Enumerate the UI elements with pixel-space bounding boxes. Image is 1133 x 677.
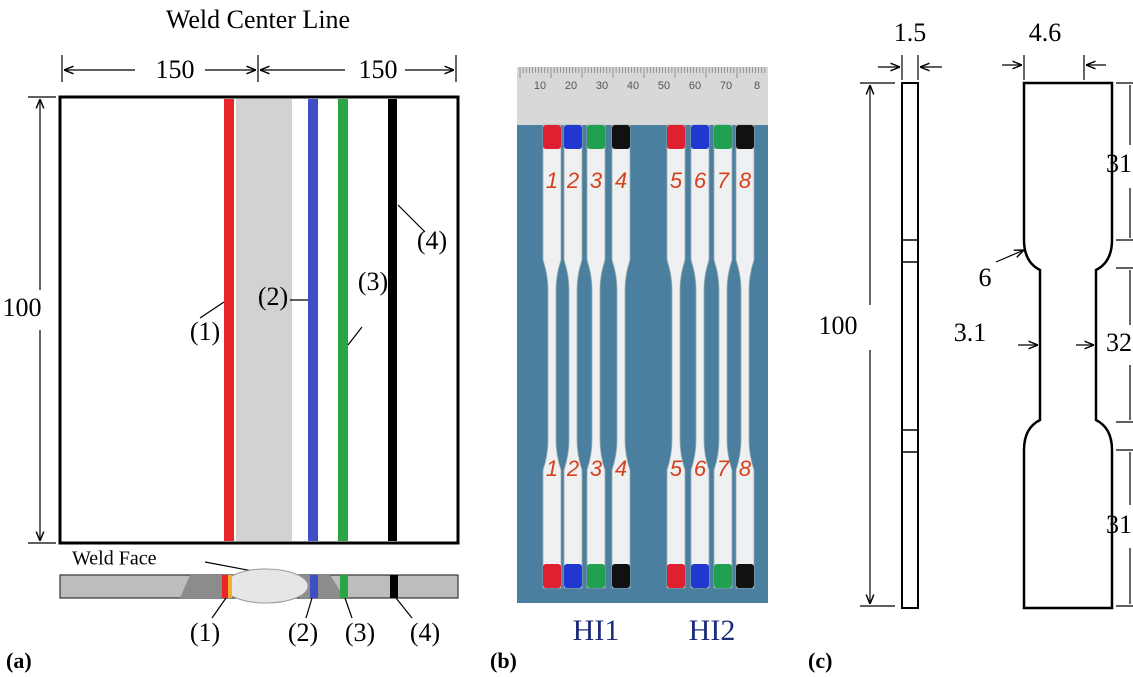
ruler-label: 10 <box>534 80 546 92</box>
caption: (b) <box>490 648 517 673</box>
leader <box>996 250 1024 262</box>
width-label: 4.6 <box>1029 18 1062 47</box>
ruler-label: 40 <box>627 80 639 92</box>
panel-c: 1.5 100 4.6 31 32 31 3.1 <box>808 18 1133 673</box>
specimen-label: 1 <box>546 456 558 481</box>
leader <box>345 598 352 618</box>
ruler-label: 60 <box>689 80 701 92</box>
height-label: 100 <box>3 293 42 322</box>
specimen-label: 2 <box>566 168 579 193</box>
mark-4 <box>390 575 398 598</box>
title: Weld Center Line <box>166 5 350 34</box>
weld-face-label: Weld Face <box>72 548 157 570</box>
specimen-cap <box>667 564 685 588</box>
group-label: HI2 <box>689 614 736 647</box>
mark-3 <box>340 575 348 598</box>
leader <box>212 598 226 618</box>
weld-nugget <box>224 569 308 603</box>
segment-label: 31 <box>1106 149 1132 178</box>
specimen-cap <box>587 564 605 588</box>
gauge-width-label: 3.1 <box>954 318 987 347</box>
line-4 <box>388 99 397 541</box>
line-label: (3) <box>358 267 388 296</box>
figure: Weld Center Line 150 150 100 (1) (2) (3)… <box>0 0 1133 677</box>
ruler-label: 8 <box>754 80 760 92</box>
length-label: 100 <box>819 311 858 340</box>
thickness-label: 1.5 <box>894 18 927 47</box>
ruler-label: 50 <box>658 80 670 92</box>
leader <box>396 598 412 618</box>
specimen-label: 8 <box>739 168 752 193</box>
line-2 <box>308 99 318 541</box>
specimen-cap <box>714 125 732 149</box>
specimen-label: 2 <box>566 456 579 481</box>
line-label: (1) <box>190 317 220 346</box>
specimen-cap <box>612 564 630 588</box>
specimen-cap <box>736 564 754 588</box>
side-view <box>902 83 918 608</box>
specimen-cap <box>564 125 582 149</box>
width-label: 150 <box>156 55 195 84</box>
ruler-label: 70 <box>720 80 732 92</box>
specimen-label: 4 <box>615 456 627 481</box>
weld-zone <box>236 99 292 541</box>
panel-a: Weld Center Line 150 150 100 (1) (2) (3)… <box>3 5 459 673</box>
radius-label: 6 <box>979 263 992 292</box>
section-label: (3) <box>345 618 375 647</box>
ruler <box>517 67 768 125</box>
width-label: 150 <box>359 55 398 84</box>
line-label: (4) <box>417 226 447 255</box>
segment-label: 31 <box>1106 510 1132 539</box>
ruler-label: 20 <box>565 80 577 92</box>
specimen-cap <box>691 564 709 588</box>
group-label: HI1 <box>573 614 620 647</box>
segment-label: 32 <box>1106 328 1132 357</box>
caption: (c) <box>808 648 832 673</box>
specimen-label: 5 <box>670 168 683 193</box>
section-label: (4) <box>410 618 440 647</box>
specimen-label: 6 <box>694 168 707 193</box>
specimen-label: 7 <box>717 456 730 481</box>
mark-1b <box>228 575 232 598</box>
specimen-label: 4 <box>615 168 627 193</box>
caption: (a) <box>6 648 32 673</box>
specimen-cap <box>564 564 582 588</box>
mark-2 <box>310 575 318 598</box>
specimen-cap <box>667 125 685 149</box>
specimen-cap <box>714 564 732 588</box>
ruler-label: 30 <box>596 80 608 92</box>
specimen-label: 1 <box>546 168 558 193</box>
specimen-label: 3 <box>590 168 603 193</box>
specimen-label: 3 <box>590 456 603 481</box>
specimen-cap <box>543 125 561 149</box>
line-3 <box>338 99 348 541</box>
specimen-label: 8 <box>739 456 752 481</box>
section-label: (1) <box>190 618 220 647</box>
leader <box>306 598 312 618</box>
line-1 <box>224 99 234 541</box>
specimen-label: 5 <box>670 456 683 481</box>
specimen-cap <box>691 125 709 149</box>
line-label: (2) <box>258 282 288 311</box>
specimen-cap <box>736 125 754 149</box>
specimen-label: 6 <box>694 456 707 481</box>
section-label: (2) <box>288 618 318 647</box>
specimen-cap <box>612 125 630 149</box>
specimen-cap <box>543 564 561 588</box>
specimen-label: 7 <box>717 168 730 193</box>
specimen-cap <box>587 125 605 149</box>
